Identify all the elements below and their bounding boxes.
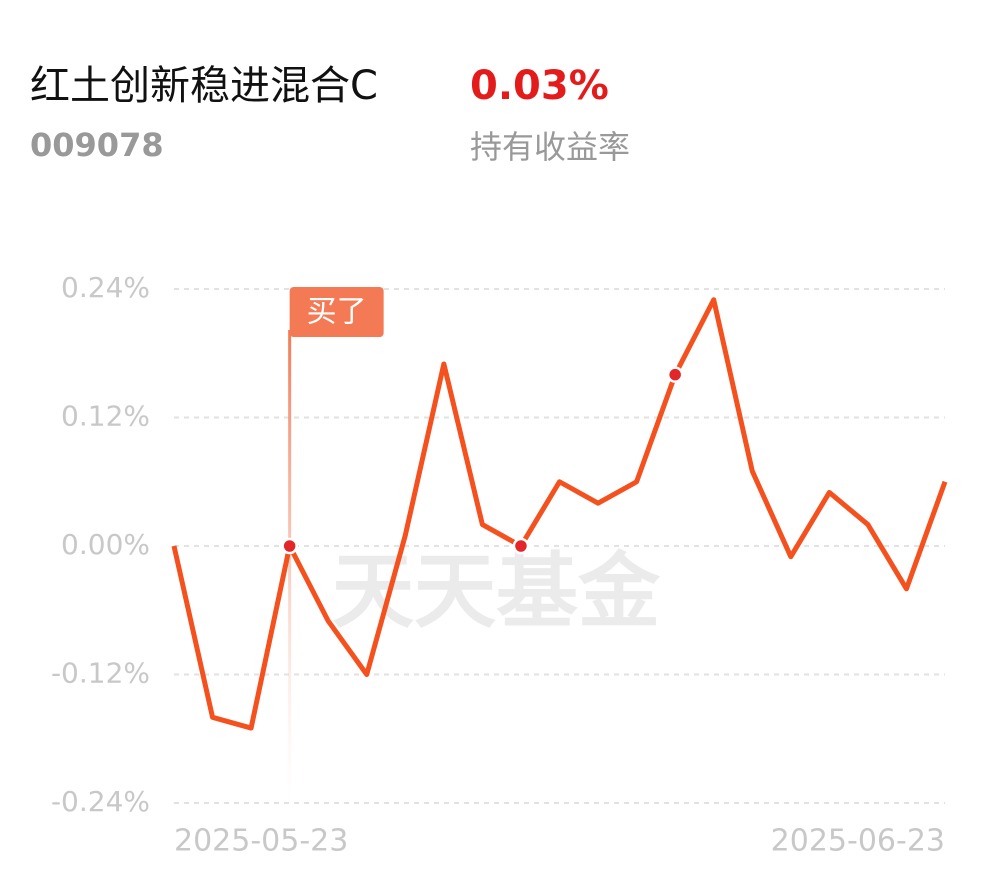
x-tick-label: 2025-06-23 xyxy=(771,824,945,859)
x-tick-label: 2025-05-23 xyxy=(174,824,348,859)
watermark: 天天基金 xyxy=(332,544,661,639)
fund-code: 009078 xyxy=(30,126,164,164)
buy-line xyxy=(288,330,292,803)
buy-tag xyxy=(289,287,384,337)
data-point xyxy=(512,537,530,555)
data-line xyxy=(171,297,948,731)
data-point xyxy=(666,366,684,383)
y-tick-label: 0.00% xyxy=(61,528,150,561)
return-value: 0.03% xyxy=(470,63,609,109)
y-tick-label: -0.24% xyxy=(51,785,150,818)
data-point xyxy=(281,537,298,555)
y-tick-label: -0.12% xyxy=(51,657,150,690)
y-tick-label: 0.24% xyxy=(61,271,150,304)
buy-tag-label: 买了 xyxy=(307,295,367,330)
return-label: 持有收益率 xyxy=(470,128,630,166)
y-tick-label: 0.12% xyxy=(61,400,150,433)
fund-name: 红土创新稳进混合C xyxy=(30,63,378,109)
